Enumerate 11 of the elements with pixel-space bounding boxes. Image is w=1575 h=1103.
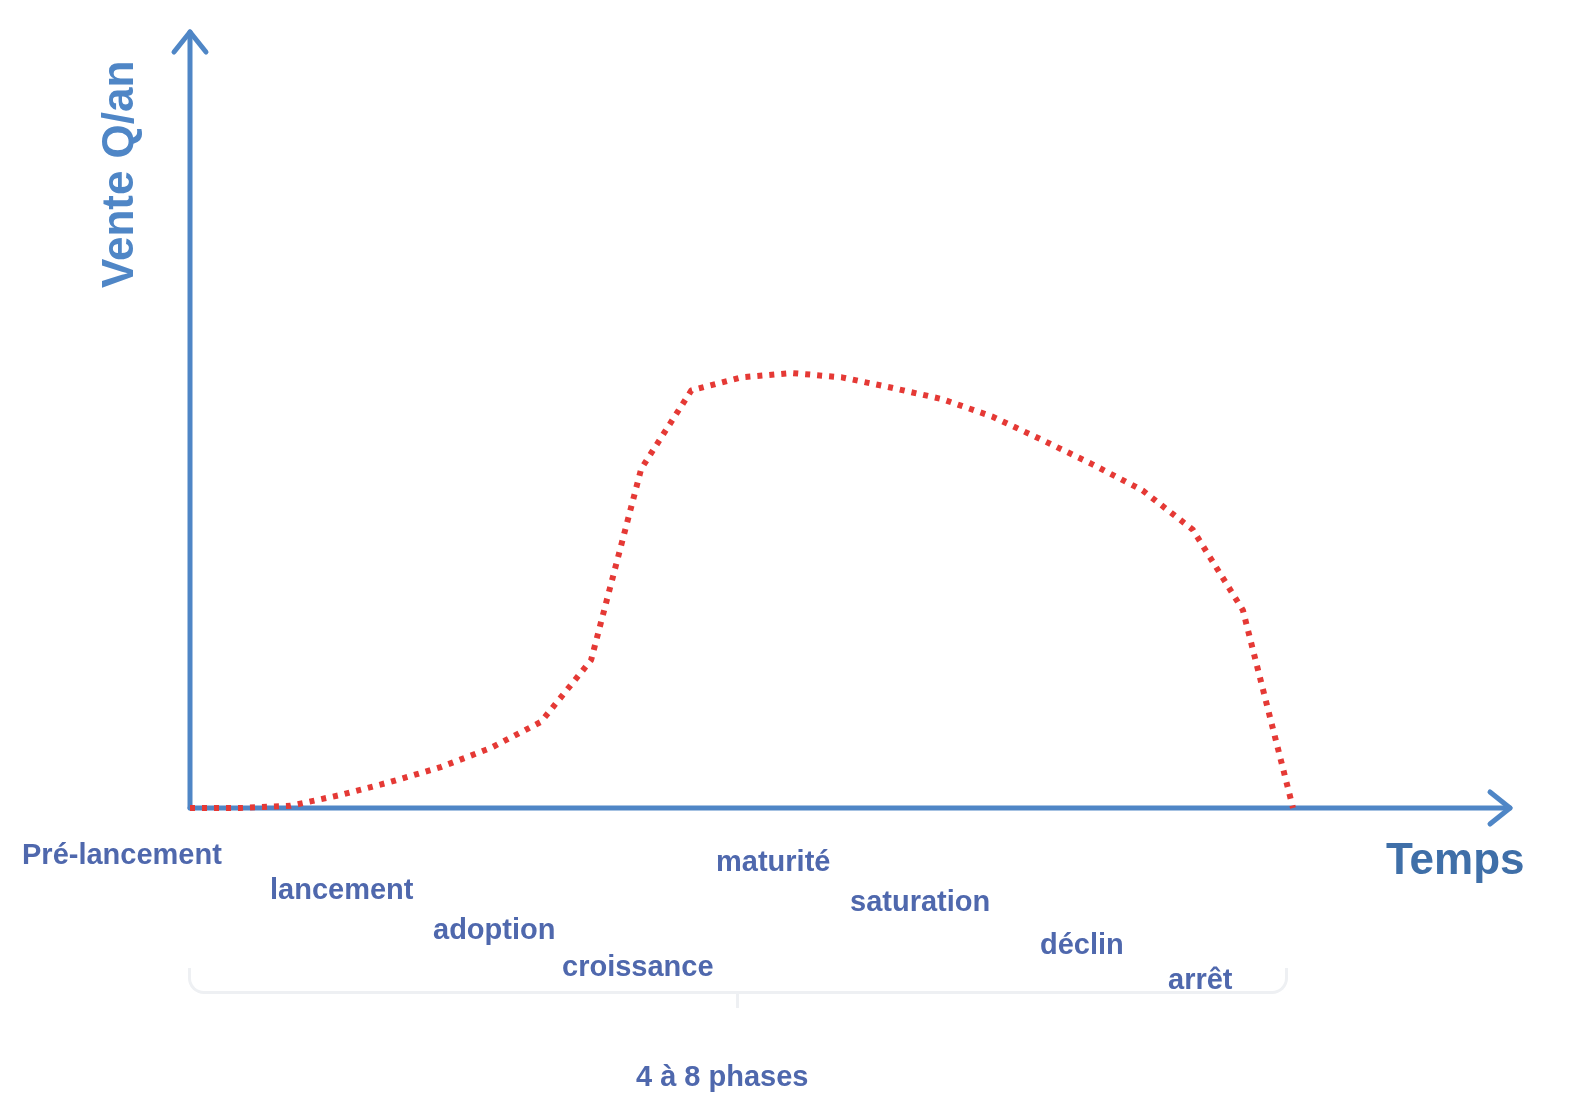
y-axis-title: Vente Q/an (93, 60, 143, 288)
text: adoption (433, 913, 556, 946)
text: déclin (1040, 928, 1124, 961)
x-axis-title: Temps (1386, 834, 1525, 884)
text: Pré-lancement (22, 838, 222, 871)
text: saturation (850, 885, 991, 918)
text: croissance (562, 950, 714, 983)
text: arrêt (1168, 963, 1233, 996)
text: maturité (716, 845, 831, 878)
text: lancement (270, 873, 414, 906)
text: 4 à 8 phases (636, 1060, 809, 1093)
